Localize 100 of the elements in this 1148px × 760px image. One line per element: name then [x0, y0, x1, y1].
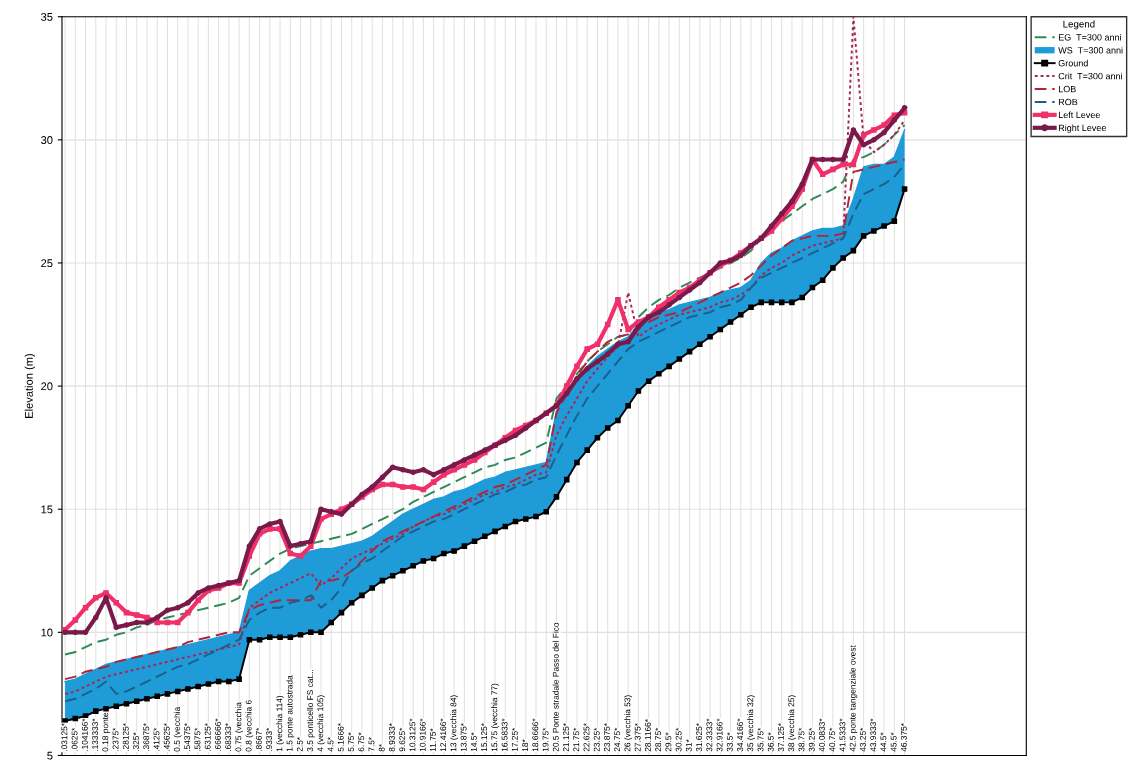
x-tick-label: 39.25* [808, 727, 815, 752]
x-tick-label: .104166* [81, 718, 88, 751]
x-tick-label: 28.75* [655, 727, 662, 752]
x-tick-label: 34.4166* [737, 718, 744, 752]
x-tick-label: 32.9166* [716, 718, 723, 752]
x-tick-label: 22.625* [583, 723, 590, 752]
y-axis-title: Elevation (m) [24, 354, 36, 418]
x-tick-label: 44.5* [880, 732, 887, 752]
x-tick-label: 2.5* [296, 737, 303, 752]
x-tick-label: 38.75* [798, 727, 805, 752]
x-tick-label: .0625* [71, 727, 78, 751]
x-tick-label: .28125* [122, 723, 129, 751]
x-tick-label: 32.3333* [706, 718, 713, 752]
x-tick-label: .666666* [214, 718, 221, 751]
x-tick-label: 36.5* [767, 732, 774, 752]
x-tick-label: 4 (vecchia 105) [317, 695, 325, 752]
x-tick-label: 24.75* [614, 727, 621, 752]
x-tick-label: 15.125* [481, 723, 488, 752]
x-tick-label: 30.25* [675, 727, 682, 752]
x-tick-label: .63125* [204, 723, 211, 751]
legend-label: WS T=300 anni [1058, 46, 1123, 54]
x-tick-label: 45.5* [890, 732, 897, 752]
x-tick-label: 31.625* [696, 723, 703, 752]
x-tick-label: 9.625* [399, 727, 406, 752]
x-tick-label: 15.75 (vecchia 77) [491, 683, 499, 752]
x-tick-label: 0.75 (vecchia [235, 702, 243, 752]
x-tick-label: 28.1166* [644, 719, 651, 752]
x-tick-label: .54375* [184, 723, 191, 751]
x-tick-label: 20.5 Ponte stradale Passo del Fico [552, 622, 559, 752]
x-tick-label: 0.8 (vecchia 6 [245, 700, 254, 752]
x-tick-label: 10.3125* [409, 718, 416, 752]
x-tick-label: 37.125* [778, 723, 784, 752]
x-tick-label: 12.4166* [440, 718, 447, 752]
x-tick-label: .325* [133, 732, 139, 751]
x-tick-label: 26 (vecchia 53) [624, 695, 633, 752]
x-tick-label: 29.5* [665, 732, 672, 752]
y-tick-label: 20 [41, 382, 53, 391]
x-tick-label: 3.5 ponticello FS cat... [306, 670, 315, 752]
x-tick-label: 46.375* [900, 723, 907, 752]
x-tick-label: 31* [685, 739, 692, 752]
x-tick-label: .8667* [255, 727, 262, 751]
x-tick-label: 8* [378, 744, 385, 752]
x-tick-label: .9333* [266, 727, 273, 751]
legend-title: Legend [1063, 20, 1095, 30]
x-tick-label: .133333* [92, 718, 99, 751]
x-tick-label: 42.5 ponte tangenziale ovest [849, 645, 858, 752]
x-tick-label: .36875* [143, 723, 150, 751]
y-tick-label: 5 [47, 751, 53, 760]
x-tick-label: 27.375* [634, 723, 641, 752]
x-tick-label: 18.6666* [532, 718, 539, 752]
y-tick-label: 30 [41, 136, 53, 144]
x-tick-label: 23.25* [593, 727, 600, 752]
y-tick-label: 25 [41, 259, 53, 268]
y-tick-label: 35 [41, 12, 53, 21]
x-tick-label: 23.875* [604, 723, 610, 752]
x-tick-label: 35.75* [757, 727, 764, 752]
x-tick-label: .2375* [112, 727, 119, 751]
x-tick-label: 0.18 ponte [102, 712, 110, 752]
legend-label: EG T=300 anni [1058, 33, 1121, 41]
legend-label: Ground [1058, 59, 1088, 67]
y-tick-label: 10 [41, 628, 53, 637]
x-tick-label: 0.5 (vecchia [173, 706, 182, 752]
x-tick-label: 5.75* [348, 732, 354, 752]
x-tick-label: .5875* [194, 727, 201, 751]
x-tick-label: .45625* [163, 723, 170, 751]
x-tick-label: 7.5* [368, 737, 375, 752]
x-tick-label: 16.5833* [501, 718, 508, 752]
legend-label: LOB [1058, 85, 1076, 93]
x-tick-label: .03125* [61, 723, 68, 751]
x-tick-label: 35 (vecchia 32) [747, 695, 755, 752]
x-tick-label: 40.75* [829, 727, 836, 752]
x-tick-label: 5.1666* [337, 723, 344, 752]
x-tick-label: 6.75* [358, 732, 365, 752]
x-tick-label: 1 (vecchia 114) [276, 695, 284, 752]
legend-label: ROB [1058, 98, 1078, 106]
x-tick-label: 19.75* [542, 727, 549, 752]
x-tick-label: .4125* [153, 727, 160, 751]
x-tick-label: 11.75* [430, 728, 436, 752]
x-tick-label: 21.75* [573, 727, 580, 752]
x-tick-label: 21.125* [563, 723, 569, 752]
x-tick-label: 41.5333* [839, 718, 846, 752]
x-tick-label: 13.875* [460, 723, 467, 752]
x-tick-label: 13 (vecchia 84) [450, 695, 458, 752]
y-tick-label: 15 [41, 505, 53, 514]
x-tick-label: 18* [522, 739, 529, 752]
x-tick-label: 40.0833* [819, 718, 825, 752]
x-tick-label: 43.9333* [870, 718, 877, 752]
x-tick-label: 33.5* [726, 732, 733, 752]
x-tick-label: 38 (vecchia 25) [788, 695, 796, 752]
x-tick-label: 4.5* [327, 737, 334, 752]
x-tick-label: 8.9333* [389, 723, 395, 752]
x-tick-label: 17.25* [511, 727, 518, 752]
x-tick-label: 14.5* [471, 732, 477, 752]
legend-label: Crit T=300 anni [1058, 72, 1122, 80]
legend-label: Left Levee [1058, 111, 1100, 119]
x-tick-label: 43.25* [859, 727, 866, 752]
legend-label: Right Levee [1058, 124, 1106, 133]
x-tick-label: 1.5 ponte autostrada [286, 675, 295, 752]
x-tick-label: 10.9166* [419, 718, 426, 752]
x-tick-label: .68333* [225, 723, 232, 751]
